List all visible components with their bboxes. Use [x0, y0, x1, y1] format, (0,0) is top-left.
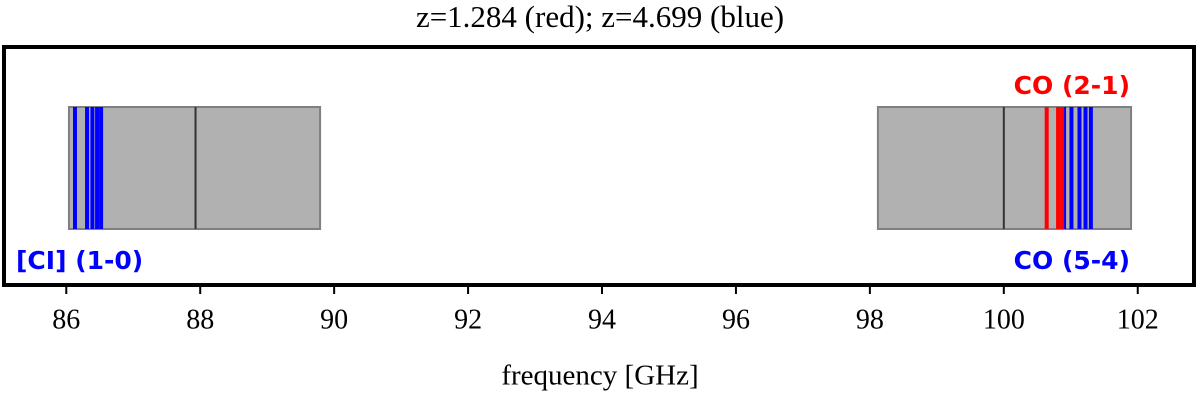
x-tick-label: 86: [52, 304, 80, 335]
x-axis-label: frequency [GHz]: [501, 360, 698, 392]
x-tick-label: 98: [856, 304, 884, 335]
plot-area: [67, 106, 1133, 230]
spectral-window: [67, 106, 322, 230]
x-tick-label: 94: [588, 304, 616, 335]
annotation: [CI] (1-0): [16, 246, 143, 275]
x-tick-label: 88: [186, 304, 214, 335]
axes-frame: [2, 45, 1196, 287]
annotation: CO (2-1): [1014, 71, 1130, 100]
x-tick-label: 96: [722, 304, 750, 335]
x-tick-label: 92: [454, 304, 482, 335]
x-tick-label: 100: [983, 304, 1025, 335]
x-tick-label: 102: [1117, 304, 1159, 335]
annotation: CO (5-4): [1014, 246, 1130, 275]
x-tick-label: 90: [320, 304, 348, 335]
chart-title: z=1.284 (red); z=4.699 (blue): [416, 0, 784, 34]
